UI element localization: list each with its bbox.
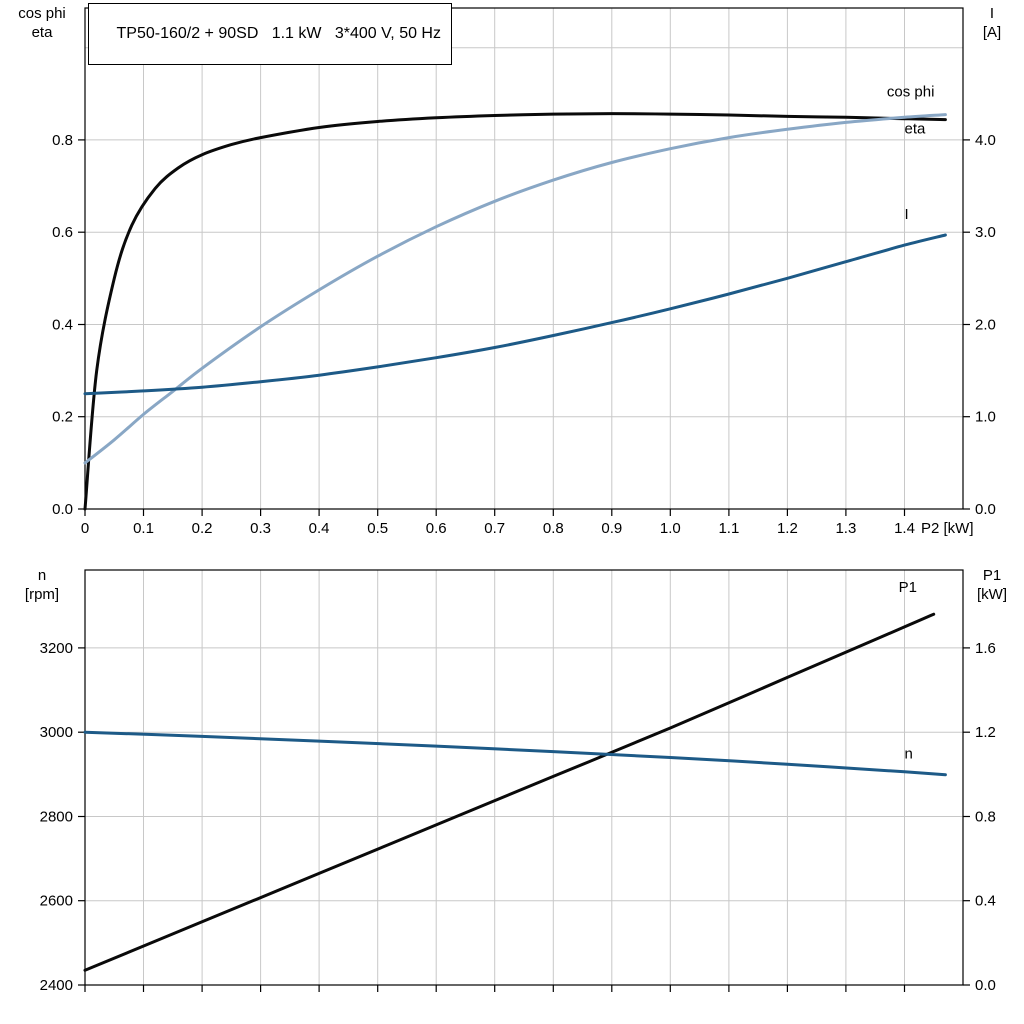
curve-label-P1: P1 — [899, 579, 917, 596]
bottom-right-axis-header: P1 [kW] — [963, 566, 1021, 604]
x-tick-label: 0 — [81, 520, 89, 537]
right-tick-label: 4.0 — [975, 132, 996, 149]
x-tick-label: 0.2 — [192, 520, 213, 537]
left-axis-label-speed-unit: [rpm] — [24, 586, 60, 603]
curve-P1 — [83, 612, 936, 972]
right-axis-label-p1-unit: [kW] — [977, 586, 1007, 603]
right-tick-label: 1.6 — [975, 640, 996, 657]
chart-title: TP50-160/2 + 90SD 1.1 kW 3*400 V, 50 Hz — [116, 25, 441, 42]
chart-title-box: TP50-160/2 + 90SD 1.1 kW 3*400 V, 50 Hz — [88, 3, 452, 65]
x-tick-label: 1.2 — [777, 520, 798, 537]
left-axis-label-speed: n — [37, 567, 47, 584]
left-tick-label: 0.4 — [52, 317, 73, 334]
x-tick-label: 0.9 — [601, 520, 622, 537]
right-tick-label: 0.0 — [975, 977, 996, 994]
left-tick-label: 3000 — [40, 724, 73, 741]
curve-cos_phi — [83, 113, 947, 465]
curve-eta — [83, 112, 947, 511]
right-tick-label: 1.0 — [975, 409, 996, 426]
x-tick-label: 0.7 — [484, 520, 505, 537]
right-tick-label: 0.0 — [975, 501, 996, 518]
left-tick-label: 0.8 — [52, 132, 73, 149]
right-tick-label: 3.0 — [975, 224, 996, 241]
left-axis-label-cos-phi: cos phi — [18, 5, 66, 22]
x-tick-label: 0.4 — [309, 520, 330, 537]
right-axis-label-current: I — [989, 5, 995, 22]
left-tick-label: 0.0 — [52, 501, 73, 518]
x-tick-label: 0.1 — [133, 520, 154, 537]
x-axis-unit-label: P2 [kW] — [921, 520, 974, 537]
curve-label-current: I — [905, 206, 909, 223]
x-tick-label: 1.3 — [835, 520, 856, 537]
x-tick-label: 1.0 — [660, 520, 681, 537]
left-tick-label: 0.6 — [52, 224, 73, 241]
left-axis-label-eta: eta — [31, 24, 53, 41]
left-tick-label: 0.2 — [52, 409, 73, 426]
curve-label-cos_phi: cos phi — [887, 84, 935, 101]
x-tick-label: 0.8 — [543, 520, 564, 537]
x-tick-label: 0.6 — [426, 520, 447, 537]
left-tick-label: 2800 — [40, 809, 73, 826]
plot-border — [84, 569, 964, 986]
curve-current — [83, 233, 947, 396]
bottom-left-axis-header: n [rpm] — [2, 566, 82, 604]
x-tick-label: 1.4 — [894, 520, 915, 537]
top-left-axis-header: cos phi eta — [2, 4, 82, 42]
x-tick-label: 0.3 — [250, 520, 271, 537]
curve-label-n: n — [905, 745, 913, 762]
right-tick-label: 0.8 — [975, 809, 996, 826]
x-tick-label: 0.5 — [367, 520, 388, 537]
left-tick-label: 2400 — [40, 977, 73, 994]
right-tick-label: 1.2 — [975, 724, 996, 741]
left-tick-label: 2600 — [40, 893, 73, 910]
right-tick-label: 2.0 — [975, 317, 996, 334]
right-tick-label: 0.4 — [975, 893, 996, 910]
right-axis-label-current-unit: [A] — [982, 24, 1002, 41]
left-tick-label: 3200 — [40, 640, 73, 657]
plot-border — [84, 7, 964, 510]
curve-label-eta: eta — [905, 120, 927, 137]
curve-n — [83, 730, 947, 777]
top-right-axis-header: I [A] — [963, 4, 1021, 42]
x-tick-label: 1.1 — [718, 520, 739, 537]
right-axis-label-p1: P1 — [982, 567, 1002, 584]
